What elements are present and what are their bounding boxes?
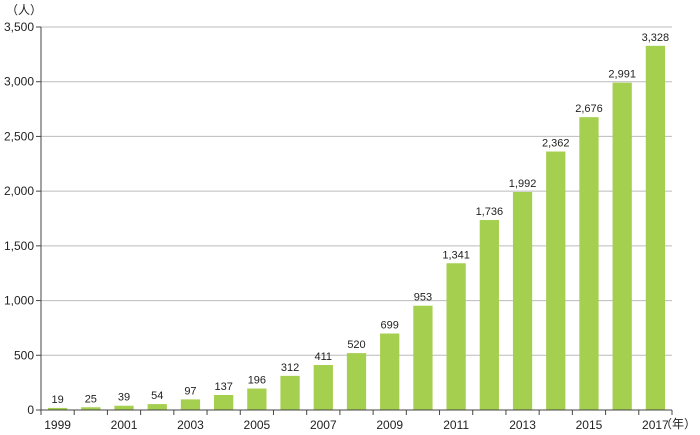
bar-value-label: 25: [85, 393, 97, 405]
bar: [579, 117, 599, 411]
bar-value-label: 2,362: [542, 138, 570, 150]
y-gridlines: [36, 26, 672, 411]
bar-value-label: 2,991: [608, 69, 636, 81]
bar: [47, 407, 68, 410]
y-tick-label: 1,500: [4, 239, 34, 253]
x-tick-label: 2003: [177, 418, 204, 432]
bar-value-label: 196: [248, 375, 266, 387]
bar: [512, 192, 533, 410]
bar: [313, 365, 333, 410]
bar-value-label: 520: [347, 339, 365, 351]
bar-value-label: 1,992: [509, 178, 537, 190]
bar-value-label: 19: [51, 394, 63, 406]
bar-value-label: 97: [184, 385, 196, 397]
value-labels: 19 25 39 54 97 137 196 312 411 520 699 953 1,341 1,73…: [51, 32, 669, 406]
x-tick-label: 2007: [310, 418, 337, 432]
bar: [546, 151, 566, 410]
bar-value-label: 3,328: [642, 32, 670, 44]
bar-value-label: 137: [214, 381, 232, 393]
bar: [413, 305, 433, 410]
bar-value-label: 312: [281, 362, 299, 374]
y-tick-label: 1,000: [4, 294, 34, 308]
bar: [479, 220, 499, 410]
y-tick-label: 2,000: [4, 184, 34, 198]
bar-value-label: 2,676: [575, 103, 603, 115]
x-tick-label: 2009: [376, 418, 403, 432]
y-tick-label: 0: [27, 403, 34, 417]
x-tick-label: 2017: [642, 418, 669, 432]
bar: [214, 395, 234, 410]
y-tick-labels: 0 500 1,000 1,500 2,000 2,500 3,000 3,500: [4, 20, 34, 417]
bar: [247, 388, 267, 410]
bar-value-label: 39: [118, 392, 130, 404]
x-tick-label: 1999: [44, 418, 71, 432]
y-axis-unit-label: （人）: [6, 3, 42, 17]
bar-value-label: 1,736: [476, 206, 504, 218]
bar-value-label: 1,341: [442, 249, 470, 261]
bar: [280, 375, 300, 410]
x-tick-label: 2001: [111, 418, 138, 432]
bar-value-label: 54: [151, 390, 163, 402]
y-tick-label: 500: [14, 348, 34, 362]
x-tick-label: 2005: [244, 418, 271, 432]
bar-value-label: 411: [315, 351, 333, 363]
x-tick-label: 2011: [443, 418, 469, 432]
y-tick-label: 3,500: [4, 20, 34, 34]
bar: [147, 404, 167, 410]
bar: [346, 353, 367, 410]
y-tick-label: 3,000: [4, 75, 34, 89]
bar: [180, 399, 201, 410]
x-tick-label: 2013: [509, 418, 536, 432]
y-tick-label: 2,500: [4, 129, 34, 143]
bar: [645, 45, 666, 410]
bar-value-label: 699: [381, 320, 399, 332]
bar: [380, 333, 400, 410]
bar: [81, 407, 101, 410]
bar-value-label: 953: [414, 292, 432, 304]
bar: [612, 82, 632, 410]
x-axis-unit-label: （年）: [660, 417, 696, 431]
bar: [446, 263, 466, 410]
x-tick-label: 2015: [576, 418, 603, 432]
bars: [47, 45, 666, 411]
bar: [114, 405, 134, 410]
x-tick-labels: 1999 2001 2003 2005 2007 2009 2011 2013 2015 2017: [40, 410, 673, 432]
